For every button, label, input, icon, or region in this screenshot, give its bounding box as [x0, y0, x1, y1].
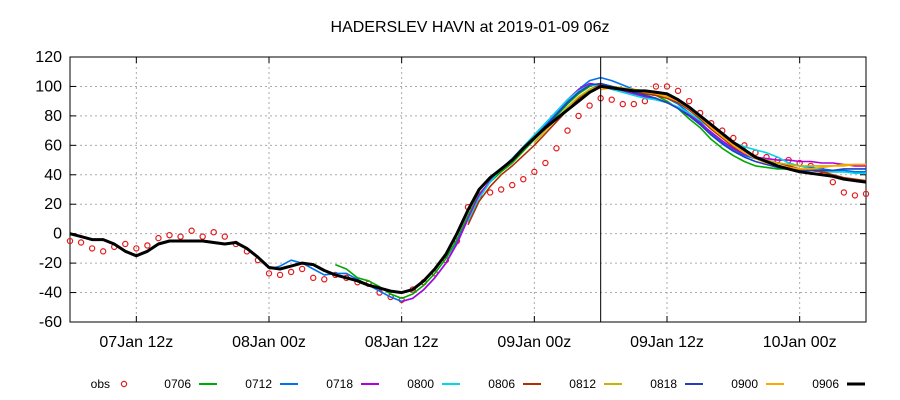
y-tick-label: 100 — [35, 78, 62, 95]
obs-point — [586, 102, 593, 109]
obs-point — [630, 100, 638, 108]
obs-point — [133, 245, 140, 252]
obs-point — [486, 189, 494, 196]
legend-label-0906: 0906 — [812, 377, 839, 391]
obs-point — [663, 83, 671, 90]
series-line-0900 — [600, 87, 866, 170]
y-tick-label: 60 — [44, 137, 62, 154]
legend: obs 0706 0712 0718 0800 0806 0812 0818 0900 0906 — [91, 377, 865, 391]
obs-point — [66, 237, 74, 245]
obs-point — [685, 97, 693, 105]
obs-point — [166, 231, 173, 239]
legend-label-0812: 0812 — [569, 377, 596, 391]
legend-label-0900: 0900 — [731, 377, 758, 391]
obs-point — [77, 239, 85, 246]
obs-point — [652, 83, 660, 90]
obs-point — [177, 233, 184, 240]
x-tick-label: 07Jan 12z — [99, 334, 173, 351]
y-tick-label: 120 — [35, 49, 62, 66]
y-tick-label: -60 — [39, 314, 62, 331]
x-tick-label: 08Jan 12z — [365, 334, 439, 351]
obs-point — [188, 227, 195, 234]
obs-point — [641, 97, 649, 105]
obs-point — [276, 271, 284, 279]
obs-point — [210, 228, 217, 236]
chart-title: HADERSLEV HAVN at 2019-01-09 06z — [331, 19, 610, 36]
obs-point — [542, 159, 549, 167]
obs-point — [531, 168, 538, 176]
obs-point — [851, 192, 859, 199]
series-group — [66, 76, 870, 304]
x-tick-label: 08Jan 00z — [232, 334, 306, 351]
x-axis: 07Jan 12z 08Jan 00z 08Jan 12z 09Jan 00z 09Ja… — [99, 57, 837, 351]
y-tick-label: -40 — [39, 285, 62, 302]
legend-label-0712: 0712 — [245, 377, 272, 391]
obs-point — [298, 265, 306, 273]
x-tick-label: 09Jan 12z — [630, 334, 704, 351]
legend-label-0800: 0800 — [407, 377, 434, 391]
y-tick-label: -20 — [39, 255, 62, 272]
y-tick-label: 80 — [44, 108, 62, 125]
series-line-0818 — [533, 82, 866, 172]
legend-label-0718: 0718 — [326, 377, 353, 391]
obs-point — [509, 181, 516, 189]
plot-frame — [69, 56, 867, 323]
obs-point — [265, 270, 273, 277]
obs-point — [221, 233, 228, 240]
obs-point — [497, 186, 505, 193]
grid — [70, 57, 866, 322]
obs-point — [619, 100, 626, 108]
legend-swatch-obs — [120, 380, 128, 388]
obs-point — [321, 276, 328, 283]
y-tick-label: 20 — [44, 196, 62, 213]
obs-point — [564, 127, 571, 134]
obs-point — [199, 233, 206, 240]
y-axis: -60 -40 -20 0 20 40 60 80 100 120 — [35, 49, 866, 331]
obs-point — [520, 175, 527, 183]
obs-point — [553, 145, 560, 152]
legend-label-0818: 0818 — [650, 377, 677, 391]
legend-label-0706: 0706 — [164, 377, 191, 391]
x-tick-label: 10Jan 00z — [763, 334, 837, 351]
obs-point — [575, 112, 582, 120]
obs-point — [840, 189, 848, 196]
y-tick-label: 0 — [53, 226, 62, 243]
legend-label-0806: 0806 — [488, 377, 515, 391]
series-line-0718 — [401, 82, 866, 303]
obs-point — [829, 178, 837, 186]
obs-point — [144, 242, 151, 249]
y-tick-label: 40 — [44, 167, 62, 184]
obs-point — [122, 240, 129, 248]
obs-point — [674, 87, 682, 95]
series-line-0906 — [69, 84, 867, 295]
obs-point — [155, 234, 162, 242]
x-tick-label: 09Jan 00z — [497, 334, 571, 351]
obs-point — [310, 274, 317, 282]
obs-point — [862, 190, 870, 198]
obs-point — [88, 245, 96, 252]
obs-point — [608, 96, 615, 103]
legend-label-obs: obs — [91, 377, 110, 391]
obs-point — [287, 268, 295, 276]
obs-point — [99, 248, 107, 255]
